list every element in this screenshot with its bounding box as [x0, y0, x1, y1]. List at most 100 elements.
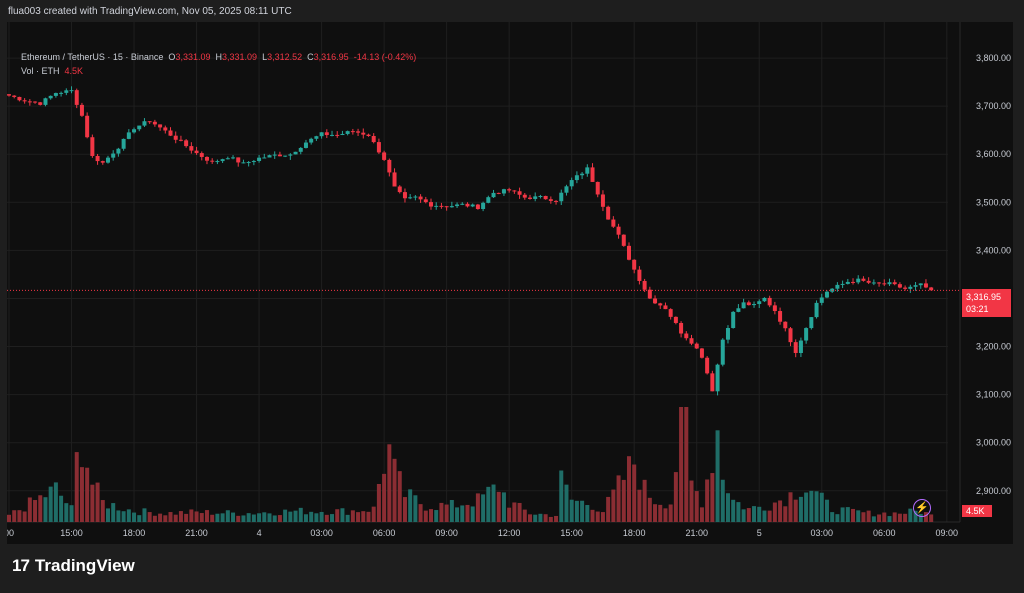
volume-bar — [658, 504, 663, 522]
volume-bar — [178, 511, 183, 522]
legend-open-label: O — [168, 52, 176, 62]
volume-bar — [90, 484, 95, 522]
candle-body — [653, 298, 658, 304]
y-tick-label: 2,900.00 — [976, 486, 1011, 496]
volume-bar — [330, 514, 335, 522]
volume-bar — [246, 513, 251, 522]
x-tick-label: 5 — [757, 528, 762, 538]
volume-bar — [429, 509, 434, 522]
volume-bar — [929, 514, 934, 522]
candle-body — [538, 195, 543, 197]
volume-bar — [835, 514, 840, 522]
candle-body — [543, 195, 548, 200]
candle-body — [158, 124, 163, 128]
candle-body — [330, 134, 335, 136]
volume-bar — [481, 494, 486, 522]
volume-bar — [121, 511, 126, 522]
volume-bar — [152, 515, 157, 522]
candle-body — [387, 159, 392, 173]
volume-bar — [33, 500, 38, 522]
volume-bar — [871, 516, 876, 522]
y-tick-label: 3,700.00 — [976, 101, 1011, 111]
volume-bar — [413, 495, 418, 522]
candle-body — [27, 101, 32, 103]
candle-body — [402, 192, 407, 199]
candle-body — [277, 154, 282, 157]
volume-bar — [892, 512, 897, 522]
candle-body — [762, 297, 767, 302]
legend-symbol[interactable]: Ethereum / TetherUS · 15 · Binance — [21, 52, 164, 62]
candle-body — [517, 191, 522, 195]
candle-body — [132, 129, 137, 133]
candle-body — [824, 291, 829, 298]
candle-body — [210, 160, 215, 162]
volume-bar — [324, 514, 329, 522]
volume-bar — [267, 513, 272, 522]
candle-body — [455, 204, 460, 207]
candle-body — [616, 226, 621, 235]
candle-body — [475, 204, 480, 210]
chart-attribution: flua003 created with TradingView.com, No… — [8, 6, 292, 17]
volume-bar — [184, 513, 189, 522]
lightning-icon[interactable]: ⚡ — [913, 499, 931, 517]
volume-bar — [819, 492, 824, 522]
x-tick-label: 15:00 — [560, 528, 583, 538]
volume-legend-label[interactable]: Vol · ETH — [21, 66, 60, 76]
volume-bar — [517, 502, 522, 522]
volume-bar — [632, 464, 637, 522]
volume-bar — [491, 484, 496, 522]
candle-body — [356, 131, 361, 133]
candle-body — [585, 167, 590, 174]
price-chart[interactable]: 2,900.003,000.003,100.003,200.003,300.00… — [7, 22, 1013, 544]
volume-bar — [314, 513, 319, 522]
volume-bar — [772, 502, 777, 522]
last-price-tag: 3,316.95 03:21 — [962, 289, 1011, 317]
y-tick-label: 3,000.00 — [976, 438, 1011, 448]
volume-bar — [501, 492, 506, 522]
volume-bar — [861, 512, 866, 522]
x-tick-label: 09:00 — [936, 528, 959, 538]
candle-body — [64, 90, 69, 93]
brand-name: TradingView — [34, 556, 135, 575]
candle-body — [439, 205, 444, 207]
legend-high-label: H — [215, 52, 223, 62]
candle-body — [350, 131, 355, 133]
candle-body — [251, 161, 256, 163]
candle-body — [621, 234, 626, 246]
volume-bar — [163, 515, 168, 522]
candle-body — [788, 328, 793, 343]
candle-body — [877, 282, 882, 284]
candle-body — [606, 206, 611, 220]
candle-body — [257, 157, 262, 162]
volume-bar — [543, 514, 548, 522]
candle-body — [189, 146, 194, 151]
volume-bar — [79, 467, 84, 522]
candle-body — [507, 189, 512, 191]
volume-bar — [507, 507, 512, 522]
volume-bar — [824, 499, 829, 522]
volume-bar — [17, 510, 22, 522]
candle-body — [783, 321, 788, 329]
candle-body — [590, 167, 595, 182]
volume-bar — [59, 495, 64, 522]
volume-bar — [366, 511, 371, 522]
volume-bar — [361, 511, 366, 522]
volume-bar — [116, 510, 121, 522]
legend-close: 3,316.95 — [313, 52, 349, 62]
volume-bar — [606, 496, 611, 522]
candle-body — [241, 162, 246, 164]
volume-bar — [111, 503, 116, 522]
volume-bar — [522, 509, 527, 522]
volume-bar — [335, 509, 340, 522]
volume-bar — [903, 513, 908, 522]
candle-body — [470, 204, 475, 207]
tradingview-brand[interactable]: 17 TradingView — [12, 556, 135, 576]
x-tick-label: 15:00 — [60, 528, 83, 538]
chart-frame[interactable]: 2,900.003,000.003,100.003,200.003,300.00… — [7, 22, 1013, 544]
y-tick-label: 3,400.00 — [976, 245, 1011, 255]
volume-bar — [679, 407, 684, 522]
volume-bar — [746, 508, 751, 522]
candle-body — [710, 373, 715, 392]
volume-bar — [126, 509, 131, 522]
volume-bar — [600, 512, 605, 522]
